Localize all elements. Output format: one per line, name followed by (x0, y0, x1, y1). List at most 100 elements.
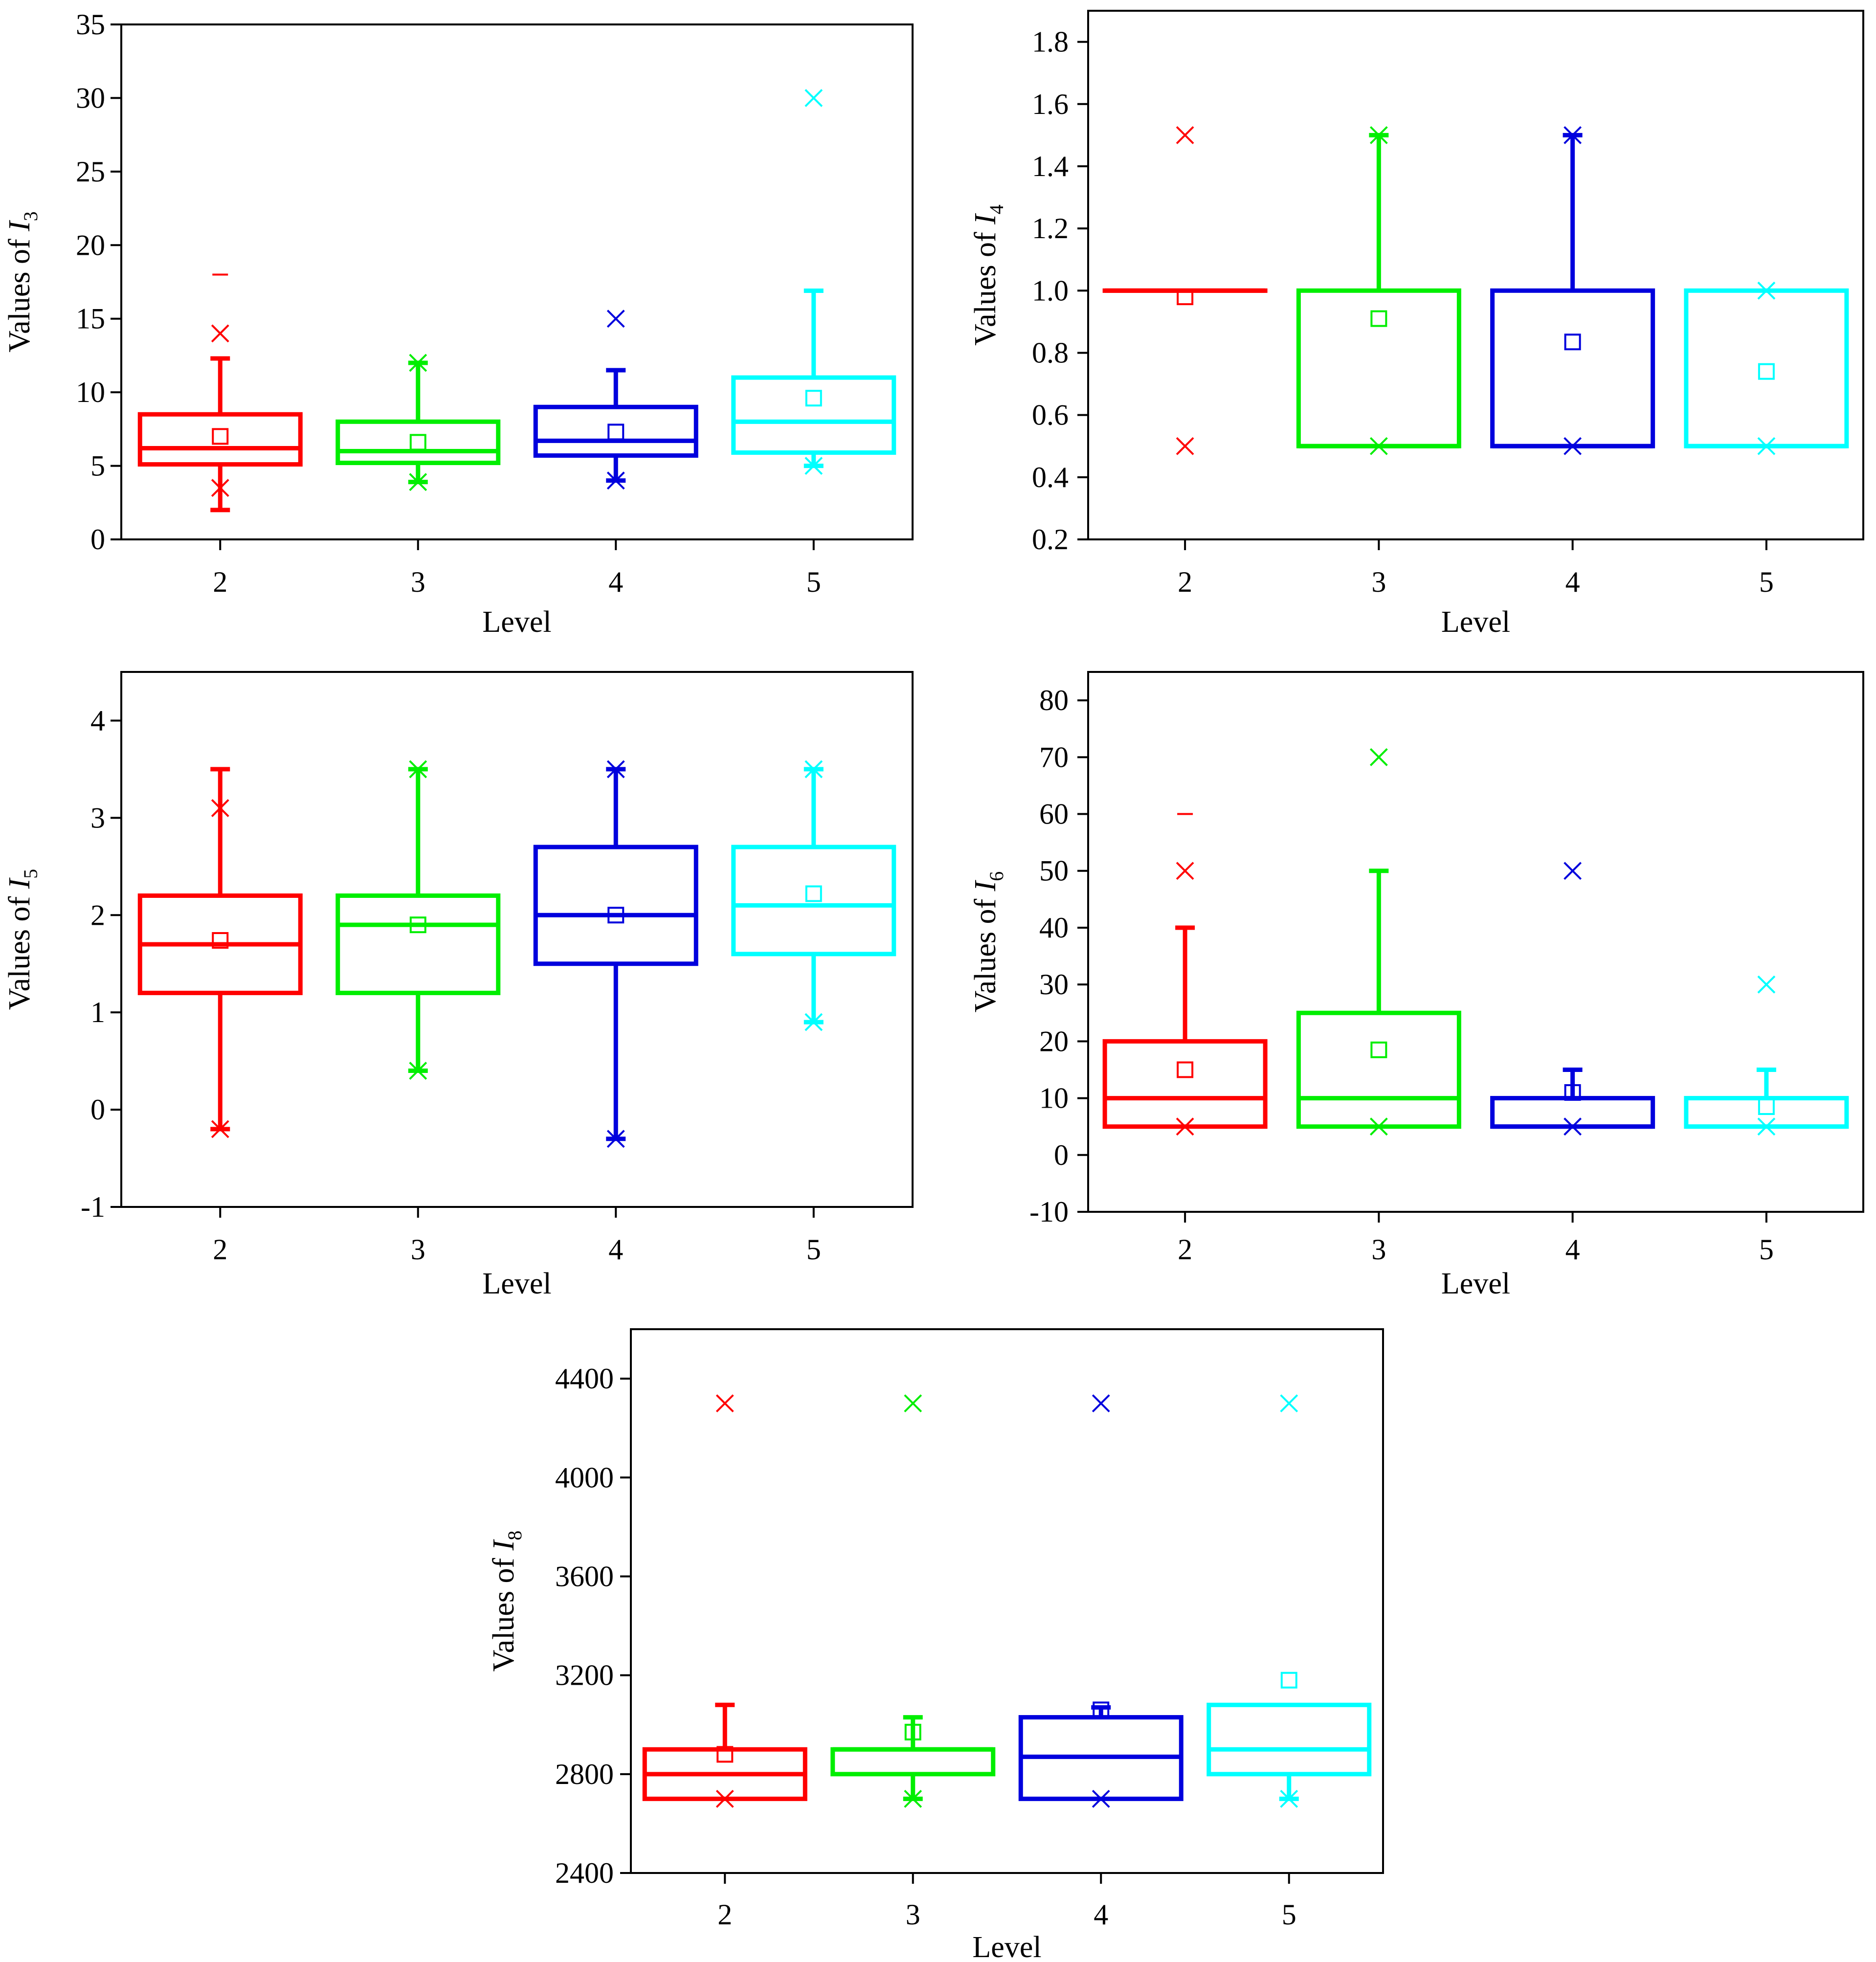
min-marker-stroke (1280, 1789, 1298, 1808)
box-level-4 (533, 760, 698, 1148)
y-tick-label: 1.6 (1032, 88, 1069, 120)
min-marker (1563, 437, 1582, 455)
min-marker (409, 473, 427, 491)
y-axis-title: Values of I6 (969, 871, 1007, 1013)
box-level-3 (830, 1394, 996, 1808)
mean-marker (805, 390, 822, 407)
max-marker-stroke (211, 799, 229, 817)
max-marker-stroke (409, 760, 427, 779)
max-marker-stroke (1757, 975, 1776, 994)
max-marker (904, 1394, 922, 1413)
max-marker-stroke (606, 760, 625, 779)
y-tick-label: 1.4 (1032, 150, 1069, 182)
min-marker-stroke (1563, 1117, 1582, 1136)
y-tick-label: 25 (76, 156, 105, 188)
y-tick-label: 0.4 (1032, 461, 1069, 493)
mean-marker (1177, 1061, 1194, 1078)
max-marker (1369, 126, 1388, 144)
y-tick-label: 0.2 (1032, 523, 1069, 556)
y-tick-label: 0.6 (1032, 399, 1069, 431)
box-level-2 (137, 767, 303, 1138)
max-marker (1563, 862, 1582, 880)
min-marker (211, 479, 229, 497)
min-marker-stroke (606, 1130, 625, 1148)
y-tick-label: 1.8 (1032, 26, 1069, 58)
box-level-4 (533, 310, 698, 490)
box-iqr (335, 893, 501, 995)
x-axis-title: Level (482, 605, 551, 639)
x-tick-label: 4 (1094, 1898, 1108, 1931)
max-marker-stroke (804, 760, 823, 779)
x-tick-label: 4 (608, 1233, 623, 1266)
x-tick-label: 2 (213, 1233, 227, 1266)
y-tick-label: 3600 (555, 1560, 614, 1592)
max-marker (1563, 126, 1582, 144)
y-tick-label: 0 (90, 523, 105, 556)
y-tick-label: 60 (1039, 798, 1069, 830)
min-marker (1176, 1117, 1194, 1136)
min-marker (1176, 437, 1194, 455)
y-axis-title-subscript: 8 (504, 1531, 526, 1540)
box-level-2 (1102, 126, 1268, 455)
y-tick-label: 80 (1039, 684, 1069, 716)
min-marker-stroke (211, 1120, 229, 1138)
y-tick-label: 3 (90, 802, 105, 834)
x-axis-title: Level (1441, 1267, 1510, 1300)
box-level-3 (1296, 748, 1461, 1136)
y-axis-title-prefix: Values of (969, 224, 1002, 346)
max-marker (409, 354, 427, 372)
y-tick-label: 4400 (555, 1362, 614, 1395)
y-tick-label: 5 (90, 450, 105, 482)
min-marker (606, 471, 625, 490)
box-level-3 (335, 354, 501, 491)
box-iqr (335, 419, 501, 466)
box-iqr (731, 845, 896, 957)
box-level-4 (1490, 126, 1655, 455)
max-marker (1176, 862, 1194, 880)
y-axis-title-prefix: Values of (3, 231, 36, 353)
min-marker (1563, 1117, 1582, 1136)
min-marker-stroke (409, 1062, 427, 1080)
y-axis-title-prefix: Values of (969, 891, 1002, 1012)
x-axis-title: Level (972, 1931, 1041, 1962)
y-tick-label: 1 (90, 996, 105, 1028)
y-axis-title-prefix: Values of (487, 1550, 520, 1672)
y-axis-title-subscript: 6 (985, 871, 1007, 881)
max-marker (1757, 975, 1776, 994)
mean-marker (1370, 1041, 1387, 1058)
min-marker-stroke (606, 471, 625, 490)
min-marker (1369, 1117, 1388, 1136)
x-tick-label: 2 (1178, 566, 1192, 598)
y-axis-title: Values of I5 (3, 869, 42, 1010)
x-tick-label: 5 (1759, 1233, 1774, 1266)
y-tick-label: 10 (76, 376, 105, 408)
mean-marker (716, 1746, 734, 1763)
mean-marker (1177, 289, 1194, 306)
mean-marker (1564, 334, 1581, 351)
max-marker (1369, 748, 1388, 766)
mean-marker (212, 932, 229, 949)
x-tick-label: 5 (1282, 1898, 1296, 1931)
y-axis-title-variable: I (969, 213, 1002, 225)
min-marker-stroke (1757, 1117, 1776, 1136)
x-axis-title: Level (1441, 605, 1510, 639)
y-axis-title-variable: I (3, 877, 36, 889)
y-tick-label: 0.8 (1032, 336, 1069, 369)
max-marker (409, 760, 427, 779)
mean-marker (607, 907, 625, 924)
max-marker-stroke (1092, 1394, 1110, 1413)
mean-marker (1370, 310, 1387, 327)
chart-panel-i4: 0.2 0.4 0.6 0.8 1.0 1.2 1.4 1.6 1.8 2 3 4 5 Level Valu… (969, 10, 1864, 639)
y-tick-label: 30 (1039, 968, 1069, 1001)
plot-frame (120, 23, 914, 540)
max-marker (1757, 281, 1776, 300)
box-iqr (731, 375, 896, 455)
max-marker (1092, 1394, 1110, 1413)
y-axis-title: Values of I8 (487, 1531, 526, 1672)
y-tick-label: 3200 (555, 1659, 614, 1692)
min-marker (211, 1120, 229, 1138)
x-tick-label: 2 (717, 1898, 732, 1931)
